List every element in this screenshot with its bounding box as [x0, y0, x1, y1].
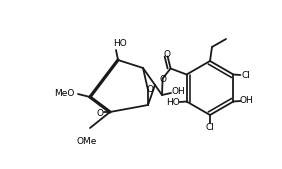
Text: HO: HO	[166, 98, 179, 107]
Text: Cl: Cl	[242, 71, 251, 80]
Text: O: O	[159, 75, 166, 84]
Text: OH: OH	[171, 88, 185, 96]
Text: MeO: MeO	[54, 90, 74, 99]
Text: OH: OH	[239, 96, 253, 105]
Text: O: O	[96, 108, 103, 117]
Text: O: O	[147, 86, 153, 94]
Text: Cl: Cl	[206, 124, 214, 132]
Text: HO: HO	[113, 40, 127, 49]
Text: OMe: OMe	[77, 138, 97, 147]
Text: O: O	[163, 50, 170, 59]
